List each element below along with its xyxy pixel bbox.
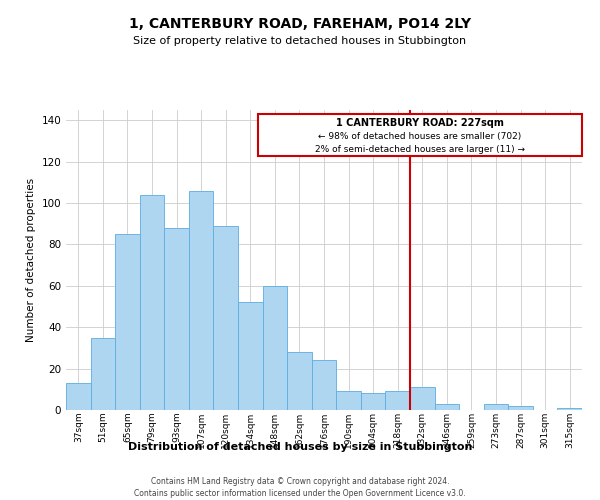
Bar: [140, 195, 164, 410]
Bar: [91, 338, 115, 410]
Bar: [238, 302, 263, 410]
Bar: [361, 394, 385, 410]
Y-axis label: Number of detached properties: Number of detached properties: [26, 178, 36, 342]
Bar: [557, 408, 582, 410]
Bar: [484, 404, 508, 410]
Text: Distribution of detached houses by size in Stubbington: Distribution of detached houses by size …: [128, 442, 472, 452]
Bar: [263, 286, 287, 410]
FancyBboxPatch shape: [257, 114, 582, 156]
Bar: [164, 228, 189, 410]
Text: Size of property relative to detached houses in Stubbington: Size of property relative to detached ho…: [133, 36, 467, 46]
Bar: [410, 387, 434, 410]
Text: 1 CANTERBURY ROAD: 227sqm: 1 CANTERBURY ROAD: 227sqm: [336, 118, 504, 128]
Bar: [115, 234, 140, 410]
Bar: [312, 360, 336, 410]
Text: Contains HM Land Registry data © Crown copyright and database right 2024.: Contains HM Land Registry data © Crown c…: [151, 478, 449, 486]
Bar: [66, 383, 91, 410]
Bar: [508, 406, 533, 410]
Bar: [287, 352, 312, 410]
Text: 2% of semi-detached houses are larger (11) →: 2% of semi-detached houses are larger (1…: [315, 146, 525, 154]
Text: ← 98% of detached houses are smaller (702): ← 98% of detached houses are smaller (70…: [318, 132, 521, 141]
Bar: [214, 226, 238, 410]
Text: 1, CANTERBURY ROAD, FAREHAM, PO14 2LY: 1, CANTERBURY ROAD, FAREHAM, PO14 2LY: [129, 18, 471, 32]
Bar: [189, 190, 214, 410]
Bar: [434, 404, 459, 410]
Bar: [385, 392, 410, 410]
Bar: [336, 392, 361, 410]
Text: Contains public sector information licensed under the Open Government Licence v3: Contains public sector information licen…: [134, 489, 466, 498]
